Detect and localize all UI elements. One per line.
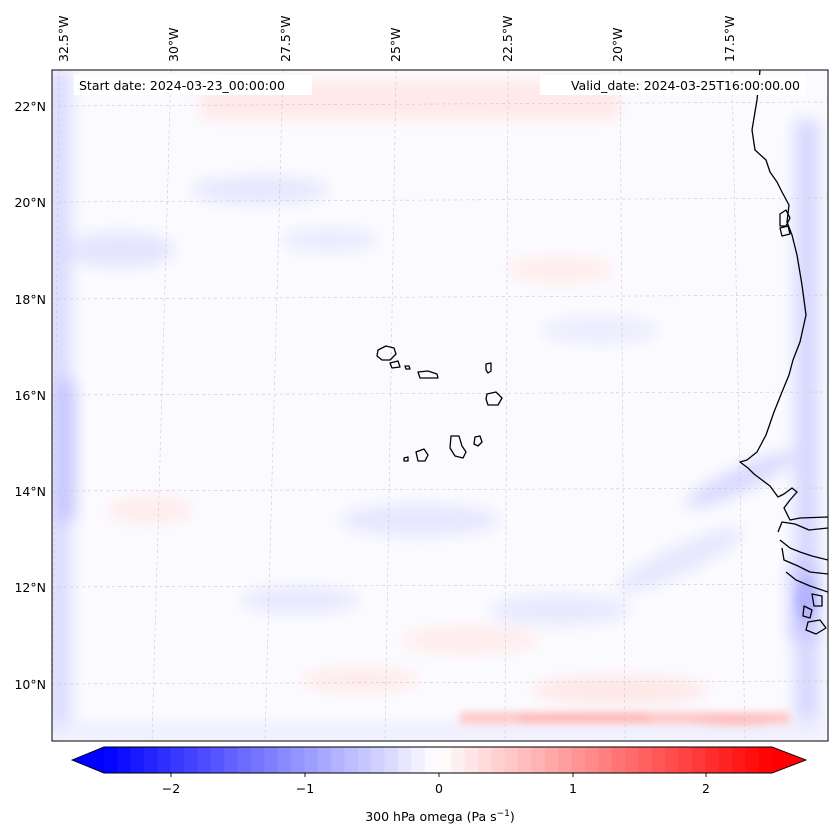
colorbar-swatch	[157, 747, 172, 773]
colorbar: −2 −1 0 1 2 300 hPa omega (Pa s−1)	[70, 746, 808, 824]
colorbar-swatch	[478, 747, 492, 773]
colorbar-tick-label: −1	[296, 781, 314, 796]
colorbar-swatch	[504, 747, 519, 773]
colorbar-swatch	[237, 747, 252, 773]
colorbar-swatch	[250, 747, 265, 773]
colorbar-swatch	[758, 747, 773, 773]
fogo-island	[415, 448, 429, 462]
colorbar-swatch	[104, 747, 118, 773]
santiago-island	[449, 435, 467, 459]
maio-island	[473, 435, 483, 447]
omega-field	[52, 70, 828, 741]
boa-vista-island	[485, 391, 503, 406]
colorbar-swatch	[558, 747, 573, 773]
gridlines	[52, 70, 828, 741]
colorbar-swatch	[424, 747, 439, 773]
colorbar-swatch	[451, 747, 466, 773]
colorbar-swatch	[464, 747, 479, 773]
lat-label: 20°N	[14, 195, 46, 210]
colorbar-swatch	[638, 747, 653, 773]
colorbar-swatch	[291, 747, 305, 773]
colorbar-swatch	[651, 747, 666, 773]
colorbar-swatch	[625, 747, 639, 773]
colorbar-swatch	[210, 747, 225, 773]
colorbar-swatch	[411, 747, 426, 773]
colorbar-swatches	[104, 747, 773, 773]
lon-label: 27.5°W	[278, 16, 293, 62]
colorbar-swatch	[491, 747, 506, 773]
lat-label: 14°N	[14, 484, 46, 499]
colorbar-outline	[70, 746, 808, 774]
colorbar-swatch	[731, 747, 746, 773]
colorbar-swatch	[304, 747, 319, 773]
colorbar-swatch	[584, 747, 599, 773]
colorbar-swatch	[197, 747, 212, 773]
colorbar-swatch	[224, 747, 239, 773]
colorbar-swatch	[705, 747, 720, 773]
lon-label: 17.5°W	[722, 16, 737, 62]
colorbar-tick-label: 1	[569, 781, 577, 796]
colorbar-swatch	[317, 747, 332, 773]
colorbar-tick-label: 0	[435, 781, 443, 796]
colorbar-label: 300 hPa omega (Pa s−1)	[365, 809, 515, 824]
lat-label: 22°N	[14, 99, 46, 114]
longitude-labels: 32.5°W 30°W 27.5°W 25°W 22.5°W 20°W 17.5…	[56, 16, 737, 62]
lon-label: 22.5°W	[500, 16, 515, 62]
lon-label: 30°W	[166, 27, 181, 62]
map-frame	[51, 69, 829, 742]
lat-label: 10°N	[14, 677, 46, 692]
colorbar-high-extension	[772, 747, 806, 773]
start-date-box	[74, 75, 312, 95]
colorbar-swatch	[691, 747, 706, 773]
colorbar-swatch	[144, 747, 158, 773]
colorbar-swatch	[170, 747, 185, 773]
lon-label: 20°W	[610, 27, 625, 62]
africa-coastline	[739, 70, 828, 521]
lat-label: 18°N	[14, 292, 46, 307]
colorbar-swatch	[678, 747, 693, 773]
colorbar-swatch	[571, 747, 586, 773]
colorbar-swatch	[544, 747, 559, 773]
colorbar-swatch	[598, 747, 613, 773]
colorbar-swatch	[518, 747, 533, 773]
colorbar-swatch	[277, 747, 292, 773]
colorbar-swatch	[264, 747, 279, 773]
colorbar-swatch	[611, 747, 626, 773]
colorbar-swatch	[184, 747, 199, 773]
colorbar-swatch	[531, 747, 546, 773]
lat-label: 12°N	[14, 580, 46, 595]
colorbar-swatch	[371, 747, 386, 773]
latitude-labels: 22°N 20°N 18°N 16°N 14°N 12°N 10°N	[14, 99, 46, 692]
colorbar-tick-label: 2	[702, 781, 710, 796]
colorbar-tick-label: −2	[162, 781, 180, 796]
colorbar-swatch	[384, 747, 399, 773]
colorbar-swatch	[357, 747, 372, 773]
coastlines	[376, 70, 828, 635]
colorbar-swatch	[331, 747, 345, 773]
colorbar-swatch	[397, 747, 412, 773]
colorbar-swatch	[718, 747, 733, 773]
lon-label: 32.5°W	[56, 16, 71, 62]
colorbar-low-extension	[72, 747, 104, 773]
lon-label: 25°W	[388, 27, 403, 62]
sao-vicente-island	[389, 360, 401, 369]
sao-nicolau-island	[417, 370, 439, 379]
colorbar-swatch	[130, 747, 145, 773]
colorbar-swatch	[438, 747, 452, 773]
colorbar-swatch	[665, 747, 679, 773]
valid-date-box	[540, 75, 806, 95]
brava-island	[403, 456, 409, 462]
santo-antao-island	[376, 345, 397, 361]
colorbar-swatch	[117, 747, 132, 773]
start-date-text: Start date: 2024-03-23_00:00:00	[79, 78, 285, 93]
colorbar-swatch	[344, 747, 359, 773]
sal-island	[485, 362, 492, 374]
colorbar-swatch	[745, 747, 760, 773]
valid-date-text: Valid_date: 2024-03-25T16:00:00.00	[571, 78, 800, 93]
colorbar-ticks: −2 −1 0 1 2	[162, 773, 710, 796]
lat-label: 16°N	[14, 388, 46, 403]
